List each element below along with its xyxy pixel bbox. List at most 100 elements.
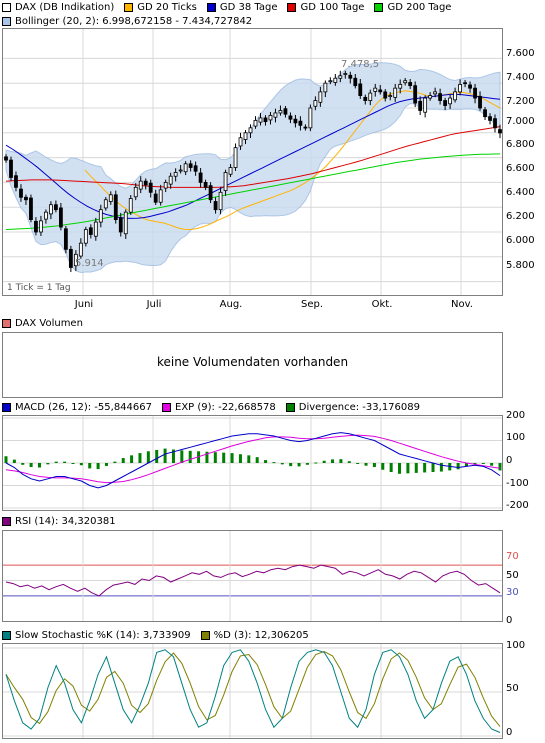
candle-body <box>223 172 228 191</box>
divergence-bar <box>121 458 125 463</box>
macd-panel <box>2 415 503 511</box>
divergence-bar <box>79 463 83 466</box>
candle-body <box>313 100 318 107</box>
divergence-bar <box>71 463 75 464</box>
candle-body <box>333 77 338 83</box>
divergence-bar <box>356 463 360 464</box>
candle-body <box>218 191 223 211</box>
divergence-bar <box>222 452 226 463</box>
legend-item-divergence: Divergence: -33,176089 <box>285 402 420 413</box>
candle-body <box>433 91 438 95</box>
y-tick: 100 <box>506 640 526 651</box>
legend-item-gd200: GD 200 Tage <box>374 2 451 13</box>
divergence-bar <box>21 463 25 465</box>
price-chart-svg <box>3 29 502 295</box>
divergence-bar <box>389 463 393 472</box>
divergence-bar <box>331 459 335 463</box>
candle-body <box>323 82 328 93</box>
divergence-bar <box>138 453 142 463</box>
legend-item-gd20: GD 20 Ticks <box>124 2 197 13</box>
tick-note: 1 Tick = 1 Tag <box>7 283 71 293</box>
candle-body <box>263 117 268 123</box>
candle-body <box>9 159 13 178</box>
moving-average-line <box>5 153 501 230</box>
stoch-d-line <box>5 650 501 727</box>
legend-swatch <box>162 402 171 412</box>
candle-body <box>128 198 133 213</box>
candle-body <box>303 126 308 129</box>
y-tick-50: 50 <box>506 570 519 581</box>
divergence-bar <box>96 463 100 470</box>
divergence-bar <box>37 463 41 468</box>
divergence-bar <box>289 463 293 467</box>
candle-body <box>203 181 208 188</box>
legend-item-k: Slow Stochastic %K (14): 3,733909 <box>2 630 191 641</box>
legend-item-gd38: GD 38 Tage <box>206 2 277 13</box>
legend-item-volume: DAX Volumen <box>2 318 83 329</box>
candle-body <box>293 118 298 124</box>
legend-label: EXP (9): -22,668578 <box>175 401 276 413</box>
candle-body <box>103 199 108 209</box>
rsi-legend: RSI (14): 34,320381 <box>2 514 116 528</box>
divergence-bar <box>490 463 494 466</box>
x-tick: Juli <box>146 299 162 310</box>
divergence-bar <box>255 457 259 463</box>
candle-body <box>173 172 178 177</box>
candle-body <box>39 220 43 233</box>
moving-average-line <box>5 126 501 188</box>
stoch-y-axis: 100 50 0 <box>506 640 544 739</box>
candle-body <box>63 228 68 250</box>
legend-item-rsi: RSI (14): 34,320381 <box>2 516 116 527</box>
legend-swatch <box>287 2 297 12</box>
x-tick: Okt. <box>371 299 393 310</box>
rsi-svg <box>3 531 502 621</box>
legend-label: Slow Stochastic %K (14): 3,733909 <box>15 629 191 641</box>
candle-body <box>178 169 183 172</box>
y-tick: 7.600 <box>506 48 535 59</box>
candle-body <box>438 93 443 101</box>
divergence-bar <box>104 463 108 466</box>
candle-body <box>213 201 218 211</box>
y-tick: 0 <box>506 455 513 466</box>
candle-body <box>268 115 273 121</box>
divergence-bar <box>12 459 16 463</box>
y-tick: 6.400 <box>506 187 535 198</box>
candle-body <box>348 74 353 79</box>
divergence-bar <box>146 451 150 463</box>
x-tick: Juni <box>74 299 94 310</box>
divergence-bar <box>180 450 184 463</box>
legend-item-d: %D (3): 12,306205 <box>200 629 309 641</box>
candle-body <box>413 85 418 104</box>
exp-line <box>5 434 501 484</box>
x-tick: Sep. <box>300 299 324 310</box>
macd-svg <box>3 416 502 510</box>
price-chart-panel: 1 Tick = 1 Tag 7.478,5 5.914 <box>2 28 503 296</box>
divergence-bar <box>498 463 502 471</box>
divergence-bar <box>439 463 443 472</box>
candle-body <box>373 87 378 92</box>
candle-body <box>493 118 497 129</box>
candle-body <box>238 137 243 147</box>
y-tick: 100 <box>506 432 526 443</box>
x-axis-labels: Juni Juli Aug. Sep. Okt. Nov. <box>2 299 503 313</box>
legend-label: %D (3): 12,306205 <box>213 629 309 641</box>
candle-body <box>398 84 403 89</box>
y-tick: 5.800 <box>506 260 535 271</box>
y-tick: 6.000 <box>506 235 535 246</box>
candle-body <box>418 100 423 111</box>
divergence-bar <box>238 454 242 463</box>
legend-label: DAX Volumen <box>15 317 83 329</box>
y-tick: 7.400 <box>506 72 535 83</box>
legend-swatch <box>2 516 11 526</box>
divergence-bar <box>347 461 351 463</box>
candle-body <box>123 211 128 235</box>
low-annotation: 5.914 <box>75 258 104 269</box>
candle-body <box>133 186 138 198</box>
candle-body <box>363 96 368 101</box>
divergence-bar <box>4 456 8 463</box>
y-tick: -100 <box>506 478 529 489</box>
x-tick: Nov. <box>451 299 473 310</box>
divergence-bar <box>113 461 117 463</box>
legend-swatch <box>285 402 295 412</box>
candle-body <box>193 165 198 172</box>
